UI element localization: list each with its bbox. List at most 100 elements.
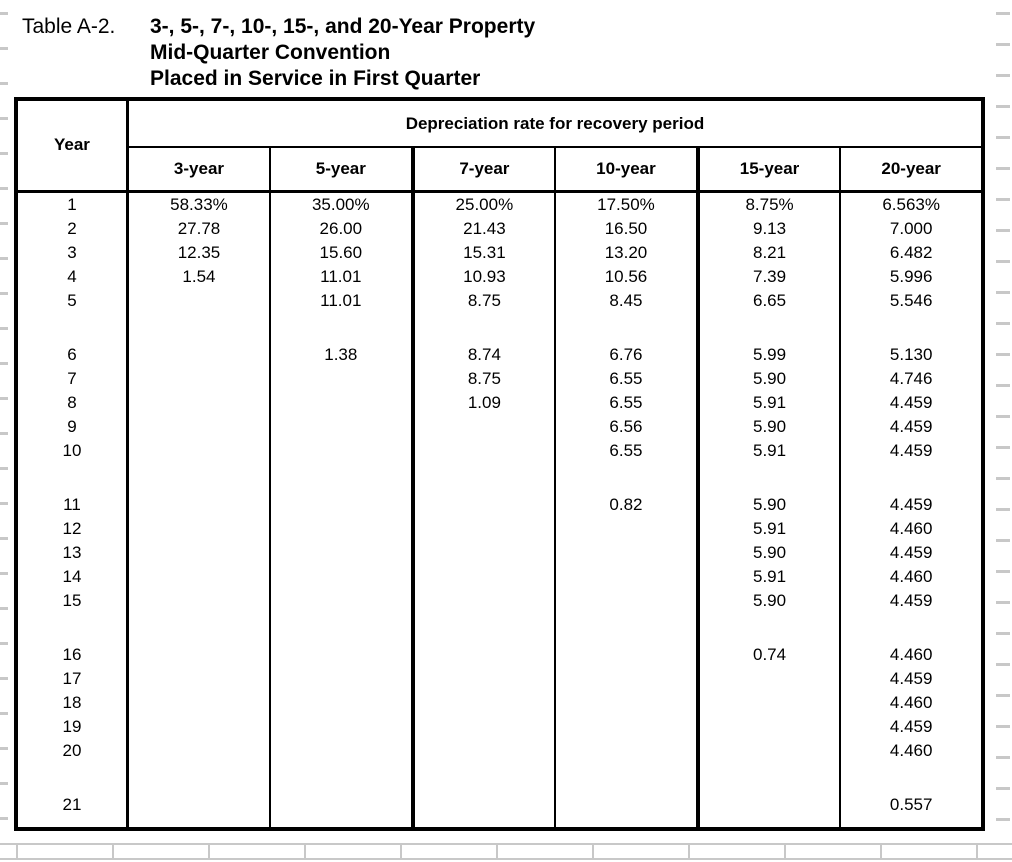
rate-cell [412, 666, 557, 691]
table-row: 2 27.78 26.00 21.43 16.50 9.13 7.000 [16, 216, 983, 241]
rate-cell [412, 588, 557, 613]
rate-cell: 6.65 [697, 288, 842, 313]
table-row: 19 4.459 [16, 714, 983, 739]
spacer-cell [270, 312, 415, 343]
rate-cell: 8.21 [697, 240, 842, 265]
table-row: 12 5.91 4.460 [16, 516, 983, 541]
spacer-row [16, 462, 983, 493]
rate-cell [412, 714, 557, 739]
spacer-cell [412, 462, 557, 493]
rate-cell: 4.460 [889, 692, 933, 712]
rate-cell: 4.459 [889, 590, 933, 610]
year-cell: 13 [16, 540, 129, 565]
table-title-lines: 3-, 5-, 7-, 10-, 15-, and 20-Year Proper… [150, 14, 535, 92]
rate-cell [270, 540, 415, 565]
right-gridline-stubs [996, 12, 1010, 836]
table-row: 4 1.54 11.01 10.93 10.56 7.39 5.996 [16, 264, 983, 289]
spacer-row [16, 816, 983, 829]
spacer-cell [16, 462, 129, 493]
rate-cell [555, 642, 700, 667]
table-row: 18 4.460 [16, 690, 983, 715]
spacer-cell [697, 462, 842, 493]
rate-cell: 5.130 [889, 344, 933, 364]
rate-cell [270, 666, 415, 691]
rate-cell [555, 738, 700, 763]
rate-cell [412, 516, 557, 541]
rate-cell: 15.60 [270, 240, 415, 265]
spacer-cell [697, 816, 842, 829]
rate-cell: 0.557 [889, 794, 933, 814]
table-row: 17 4.459 [16, 666, 983, 691]
rate-cell [127, 588, 272, 613]
spacer-cell [555, 462, 700, 493]
rate-cell: 7.39 [697, 264, 842, 289]
rate-cell: 5.546 [889, 290, 933, 310]
table-title-line-2: Mid-Quarter Convention [150, 41, 391, 64]
year-column-header: Year [16, 99, 129, 193]
spacer-cell [412, 762, 557, 793]
year-cell: 5 [16, 288, 129, 313]
column-header-10-year: 10-year [555, 147, 700, 193]
rate-cell [697, 738, 842, 763]
rate-cell: 25.00% [412, 191, 557, 217]
table-row: 7 8.75 6.55 5.90 4.746 [16, 366, 983, 391]
year-cell: 7 [16, 366, 129, 391]
rate-cell [697, 792, 842, 817]
rate-cell [697, 690, 842, 715]
rate-cell [412, 492, 557, 517]
spacer-cell [555, 312, 700, 343]
rate-cell [555, 666, 700, 691]
spacer-cell [127, 462, 272, 493]
spacer-cell [270, 612, 415, 643]
column-header-7-year: 7-year [412, 147, 557, 193]
rate-cell: 8.75 [412, 366, 557, 391]
spacer-cell [555, 816, 700, 829]
spacer-cell [270, 462, 415, 493]
year-cell: 9 [16, 414, 129, 439]
rate-cell: 5.91 [697, 438, 842, 463]
table-row: 16 0.74 4.460 [16, 642, 983, 667]
table-row: 13 5.90 4.459 [16, 540, 983, 565]
rate-cell: 13.20 [555, 240, 700, 265]
year-cell: 6 [16, 342, 129, 367]
table-row: 1 58.33% 35.00% 25.00% 17.50% 8.75% 6.563% [16, 191, 983, 217]
header-row-span: Year Depreciation rate for recovery peri… [16, 99, 983, 193]
rate-cell [127, 642, 272, 667]
rate-cell [127, 516, 272, 541]
rate-cell: 8.75 [412, 288, 557, 313]
rate-cell [555, 588, 700, 613]
rate-cell: 7.000 [889, 218, 933, 238]
rate-cell: 6.55 [555, 366, 700, 391]
rate-cell: 4.459 [889, 542, 933, 562]
table-row: 20 4.460 [16, 738, 983, 763]
rate-cell: 4.460 [889, 518, 933, 538]
rate-cell [127, 342, 272, 367]
depreciation-rate-span-header: Depreciation rate for recovery period [127, 99, 983, 148]
rate-cell [270, 564, 415, 589]
rate-cell: 58.33% [127, 191, 272, 217]
rate-cell [127, 792, 272, 817]
rate-cell [412, 438, 557, 463]
table-row: 6 1.38 8.74 6.76 5.99 5.130 [16, 342, 983, 367]
rate-cell: 4.460 [889, 740, 933, 760]
spacer-cell [412, 312, 557, 343]
table-body: 1 58.33% 35.00% 25.00% 17.50% 8.75% 6.563% 2 27.… [16, 191, 983, 829]
spacer-cell [840, 763, 983, 793]
rate-cell [270, 642, 415, 667]
rate-cell: 0.82 [555, 492, 700, 517]
rate-cell: 6.55 [555, 390, 700, 415]
table-number-label: Table A-2. [22, 15, 116, 38]
rate-cell [412, 792, 557, 817]
left-gridline-stubs [0, 12, 8, 840]
rate-cell [270, 390, 415, 415]
year-cell: 21 [16, 792, 129, 817]
year-cell: 4 [16, 264, 129, 289]
rate-cell: 35.00% [270, 191, 415, 217]
year-cell: 1 [16, 191, 129, 217]
rate-cell: 6.563% [882, 194, 940, 214]
rate-cell: 4.460 [889, 644, 933, 664]
rate-cell: 5.99 [697, 342, 842, 367]
table-row: 9 6.56 5.90 4.459 [16, 414, 983, 439]
rate-cell: 8.45 [555, 288, 700, 313]
rate-cell [555, 540, 700, 565]
